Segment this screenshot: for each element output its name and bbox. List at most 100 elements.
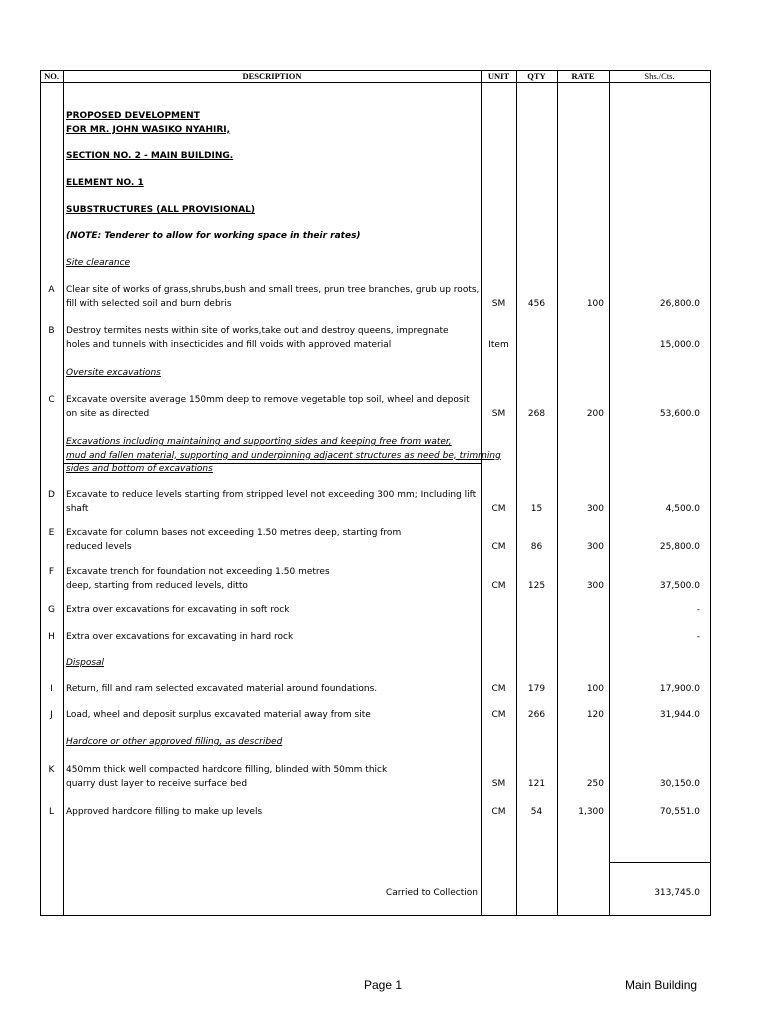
column-rule [557,70,558,916]
item-qty: 86 [530,541,543,552]
item-amount: 37,500.0 [659,580,700,591]
item-description: holes and tunnels with insecticides and … [66,339,392,350]
item-amount: - [696,605,700,615]
header-qty: QTY [527,71,546,81]
item-description: Clear site of works of grass,shrubs,bush… [66,285,480,295]
item-description: Excavate to reduce levels starting from … [66,490,477,500]
column-rule [63,70,64,916]
item-letter: G [48,605,55,615]
item-amount: 15,000.0 [659,339,700,350]
item-description: fill with selected soil and burn debris [66,298,232,309]
item-rate: 300 [586,580,604,591]
item-amount: 25,800.0 [659,541,700,552]
header-description: DESCRIPTION [242,71,302,81]
item-unit: Item [488,339,509,350]
header-unit: UNIT [487,71,510,81]
item-qty: 456 [527,298,546,309]
item-description: 450mm thick well compacted hardcore fill… [66,765,388,775]
item-amount: 31,944.0 [659,710,700,720]
item-qty: 179 [527,684,546,694]
item-amount: 26,800.0 [659,298,700,309]
item-amount: 70,551.0 [659,807,700,817]
carried-to-collection-label: Carried to Collection [385,888,478,898]
section-heading: ELEMENT NO. 1 [66,178,144,188]
item-description: Excavate oversite average 150mm deep to … [66,395,470,405]
page-number: Page 1 [364,978,403,992]
item-rate: 1,300 [578,807,604,817]
item-letter: C [48,395,55,405]
section-name: Main Building [625,978,698,992]
item-letter: D [48,490,55,500]
item-description: quarry dust layer to receive surface bed [66,778,248,789]
item-unit: SM [491,408,506,419]
item-letter: K [48,765,55,775]
header-rule [40,82,711,83]
item-qty: 121 [527,778,546,789]
item-letter: H [48,632,55,642]
item-amount: 17,900.0 [659,684,700,694]
item-description: on site as directed [66,408,150,419]
item-rate: 120 [586,710,604,720]
section-heading: SUBSTRUCTURES (ALL PROVISIONAL) [66,205,256,215]
excavations-heading-rule [63,463,481,464]
item-unit: SM [491,778,506,789]
item-unit: CM [491,710,506,720]
item-description: shaft [66,503,89,514]
column-rule [516,70,517,916]
item-description: Approved hardcore filling to make up lev… [66,807,263,817]
section-heading: Disposal [66,658,105,668]
item-description: Extra over excavations for excavating in… [66,605,290,615]
section-heading: Site clearance [66,258,131,268]
item-unit: CM [491,807,506,817]
item-rate: 250 [586,778,604,789]
item-rate: 300 [586,503,604,514]
column-rule [710,70,711,916]
section-heading: PROPOSED DEVELOPMENT [66,111,200,121]
section-heading: Hardcore or other approved filling, as d… [66,737,283,747]
item-amount: - [696,632,700,642]
item-letter: I [50,684,53,694]
item-description: Extra over excavations for excavating in… [66,632,294,642]
column-rule [609,70,610,916]
item-description: Load, wheel and deposit surplus excavate… [66,710,371,720]
item-letter: J [50,710,53,720]
item-description: deep, starting from reduced levels, ditt… [66,580,248,591]
item-amount: 30,150.0 [659,778,700,789]
item-unit: SM [491,298,506,309]
table-bottom-rule [40,915,711,916]
item-letter: E [48,528,55,538]
section-heading: sides and bottom of excavations [66,464,213,474]
section-heading: FOR MR. JOHN WASIKO NYAHIRI, [66,124,231,135]
item-qty: 268 [527,408,546,419]
item-qty: 266 [527,710,546,720]
item-unit: CM [491,541,506,552]
header-amount: Shs./Cts. [644,71,675,81]
section-heading: Excavations including maintaining and su… [66,437,452,447]
table-top-rule [40,70,711,71]
item-description: Destroy termites nests within site of wo… [66,326,449,336]
item-rate: 100 [586,298,604,309]
column-rule [40,70,41,916]
section-heading: SECTION NO. 2 - MAIN BUILDING. [66,151,234,161]
item-description: Return, fill and ram selected excavated … [66,684,378,694]
item-letter: B [48,326,55,336]
item-rate: 200 [586,408,604,419]
item-rate: 300 [586,541,604,552]
item-amount: 53,600.0 [659,408,700,419]
section-heading: mud and fallen material, supporting and … [66,450,501,461]
item-qty: 15 [530,503,543,514]
total-amount: 313,745.0 [654,888,700,898]
total-rule [609,862,710,863]
item-unit: CM [491,580,506,591]
section-heading: Oversite excavations [66,368,161,378]
column-rule [481,70,482,916]
item-letter: F [48,567,55,577]
item-qty: 54 [530,807,543,817]
item-qty: 125 [527,580,546,591]
item-rate: 100 [586,684,604,694]
item-letter: A [48,285,55,295]
item-unit: CM [491,684,506,694]
item-description: Excavate trench for foundation not excee… [66,567,330,577]
section-heading: (NOTE: Tenderer to allow for working spa… [66,231,361,241]
